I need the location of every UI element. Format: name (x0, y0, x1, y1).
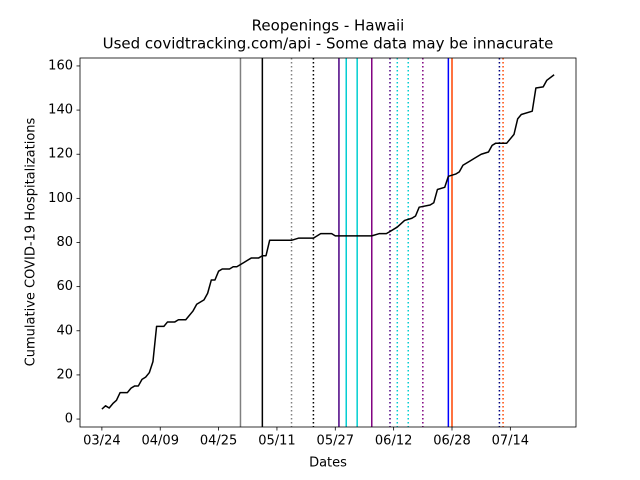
y-tick-label: 40 (56, 323, 73, 338)
chart-subtitle: Used covidtracking.com/api - Some data m… (103, 35, 554, 53)
y-tick-label: 120 (48, 147, 73, 162)
data-line (101, 74, 555, 410)
x-tick-label: 07/14 (492, 434, 529, 449)
x-tick-label: 06/28 (433, 434, 470, 449)
x-tick-label: 03/24 (83, 434, 120, 449)
x-tick-label: 05/27 (317, 434, 354, 449)
y-tick-label: 100 (48, 191, 73, 206)
chart-title: Reopenings - Hawaii (252, 17, 405, 35)
y-axis-label: Cumulative COVID-19 Hospitalizations (24, 117, 39, 366)
y-tick-label: 80 (56, 235, 73, 250)
x-axis-label: Dates (309, 456, 347, 471)
y-tick-label: 0 (65, 412, 73, 427)
y-tick-label: 160 (48, 58, 73, 73)
x-tick-label: 04/09 (142, 434, 179, 449)
y-tick-label: 60 (56, 279, 73, 294)
x-tick-label: 05/11 (258, 434, 295, 449)
y-tick-label: 20 (56, 367, 73, 382)
y-tick-label: 140 (48, 103, 73, 118)
x-tick-label: 06/12 (375, 434, 412, 449)
x-tick-label: 04/25 (200, 434, 237, 449)
